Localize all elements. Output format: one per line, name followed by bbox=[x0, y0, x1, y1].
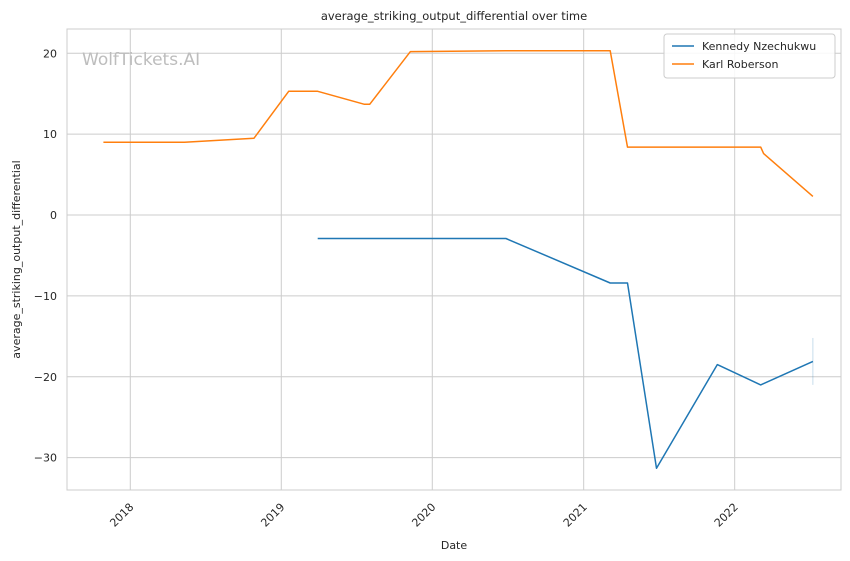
x-tick-label: 2019 bbox=[258, 501, 287, 530]
legend-label: Karl Roberson bbox=[702, 58, 778, 71]
legend-label: Kennedy Nzechukwu bbox=[702, 40, 816, 53]
x-tick-label: 2020 bbox=[409, 501, 438, 530]
series-line bbox=[317, 237, 814, 469]
watermark: WolfTickets.AI bbox=[82, 50, 200, 70]
y-tick-label: 20 bbox=[43, 47, 57, 60]
y-axis-label: average_striking_output_differential bbox=[10, 160, 23, 358]
grid bbox=[67, 29, 841, 490]
plot-frame bbox=[66, 28, 842, 491]
x-tick-label: 2022 bbox=[712, 501, 741, 530]
x-tick-label: 2021 bbox=[561, 501, 590, 530]
legend-box bbox=[663, 33, 836, 79]
series-layer bbox=[103, 50, 814, 469]
y-tick-label: 10 bbox=[43, 128, 57, 141]
x-axis-label: Date bbox=[441, 539, 468, 552]
y-tick-label: −30 bbox=[34, 452, 57, 465]
x-tick-label: 2018 bbox=[107, 501, 136, 530]
y-tick-label: −10 bbox=[34, 290, 57, 303]
chart-title: average_striking_output_differential ove… bbox=[321, 9, 587, 23]
series-line bbox=[103, 50, 814, 197]
legend: Kennedy Nzechukwu Karl Roberson bbox=[663, 33, 836, 79]
y-tick-label: −20 bbox=[34, 371, 57, 384]
y-tick-label: 0 bbox=[50, 209, 57, 222]
